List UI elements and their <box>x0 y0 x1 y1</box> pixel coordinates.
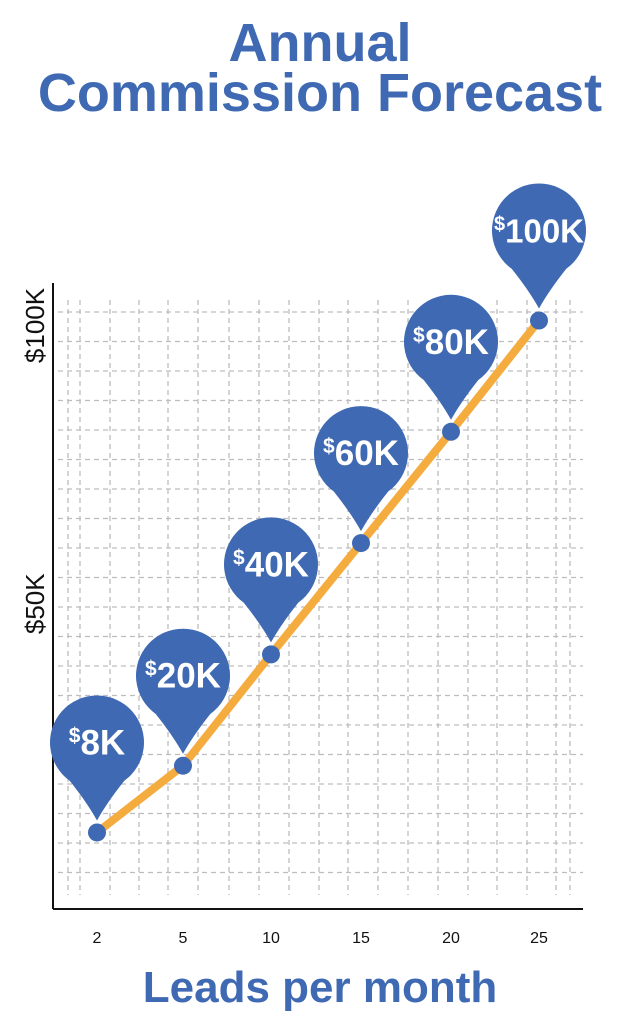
chart-title: Annual Commission Forecast <box>0 13 640 123</box>
data-point <box>352 534 370 553</box>
data-label: $20K <box>145 657 221 696</box>
data-point <box>88 823 106 842</box>
chart-title-line-2: Commission Forecast <box>37 63 603 123</box>
data-label: $40K <box>233 545 309 584</box>
data-label: $100K <box>494 213 584 250</box>
data-point <box>530 311 548 330</box>
value-pin-shape <box>224 517 318 643</box>
value-pin: $40K <box>224 517 318 643</box>
data-label-value: 60K <box>335 434 399 473</box>
data-label-value: 80K <box>425 323 489 362</box>
value-pin: $80K <box>403 294 499 420</box>
data-label-value: 8K <box>80 723 125 762</box>
series-line <box>93 316 543 837</box>
x-tick-label: 20 <box>442 930 460 947</box>
x-axis-label: Leads per month <box>142 963 498 1012</box>
data-label: $8K <box>69 723 125 762</box>
value-pin-shape <box>491 183 586 309</box>
value-pin: $8K <box>49 695 145 821</box>
data-label: $60K <box>323 434 399 473</box>
data-point <box>174 756 192 775</box>
data-point <box>442 422 460 441</box>
y-tick-labels: $50K $100K <box>20 287 50 634</box>
data-label: $80K <box>413 323 489 362</box>
value-pin-shape <box>136 628 231 754</box>
currency-symbol: $ <box>323 435 335 458</box>
series-line-path <box>93 316 543 837</box>
value-pin-shape <box>403 294 499 420</box>
currency-symbol: $ <box>413 324 425 347</box>
currency-symbol: $ <box>494 214 505 236</box>
currency-symbol: $ <box>69 724 81 747</box>
value-pin-shape <box>314 406 408 532</box>
y-tick-label: $50K <box>20 573 50 634</box>
axes <box>52 283 583 910</box>
data-label-value: 40K <box>245 545 309 584</box>
x-tick-label: 5 <box>179 930 188 947</box>
value-pin: $100K <box>491 183 586 309</box>
currency-symbol: $ <box>233 546 245 569</box>
x-tick-label: 10 <box>262 930 280 947</box>
x-tick-label: 15 <box>352 930 370 947</box>
x-tick-label: 25 <box>530 930 548 947</box>
value-pins: $8K$20K$40K$60K$80K$100K <box>49 183 586 821</box>
data-point <box>262 645 280 664</box>
data-points <box>88 311 548 842</box>
grid-lines <box>58 300 583 895</box>
value-pin: $60K <box>314 406 408 532</box>
x-tick-label: 2 <box>93 930 102 947</box>
currency-symbol: $ <box>145 658 157 681</box>
value-pin-shape <box>49 695 145 821</box>
x-tick-labels: 2 5 10 15 20 25 <box>93 930 548 947</box>
y-tick-label: $100K <box>20 287 50 363</box>
data-label-value: 100K <box>505 213 584 250</box>
chart-title-line-1: Annual <box>228 13 412 73</box>
value-pin: $20K <box>136 628 231 754</box>
data-label-value: 20K <box>157 657 221 696</box>
